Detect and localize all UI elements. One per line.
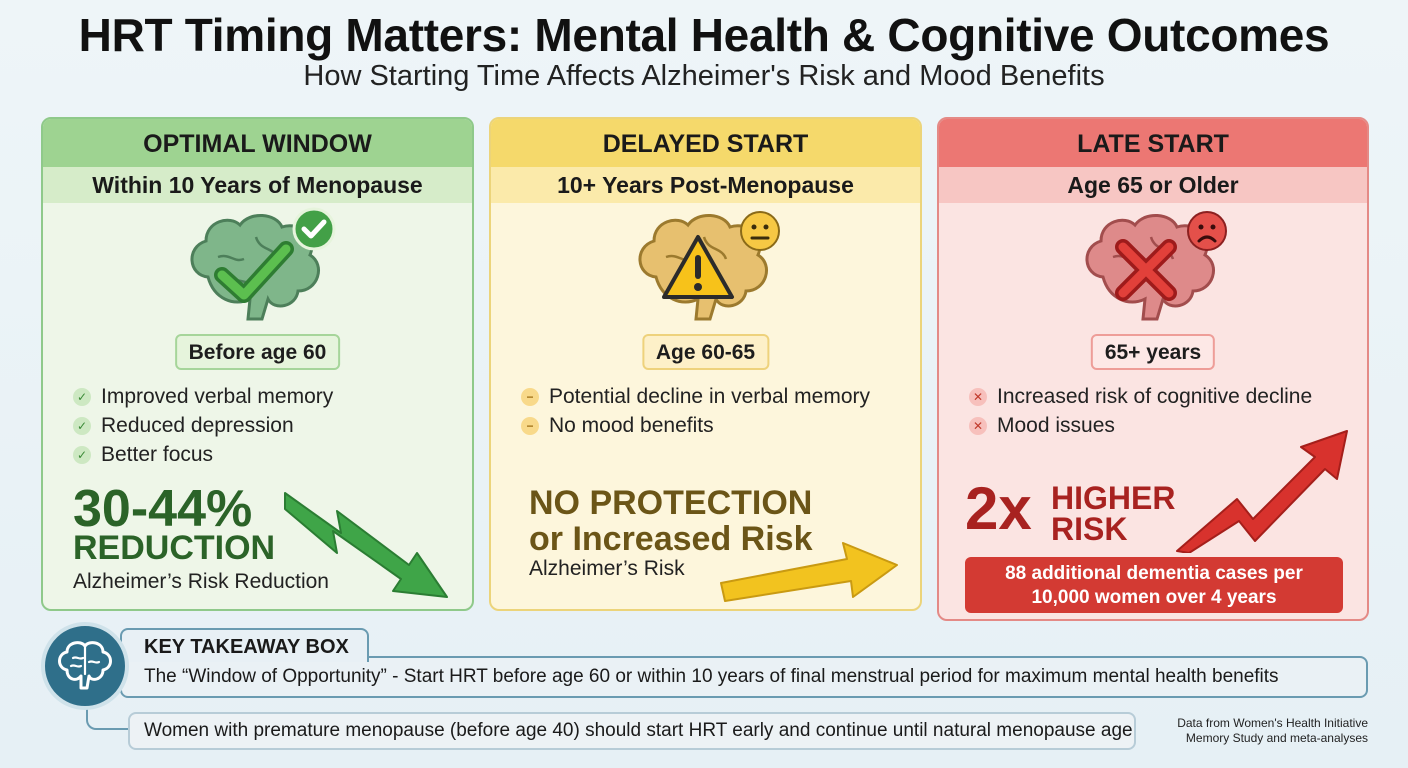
takeaway-connector: [86, 700, 132, 730]
takeaway-main-text: The “Window of Opportunity” - Start HRT …: [120, 656, 1368, 698]
age-badge: Before age 60: [174, 334, 341, 370]
card-heading: OPTIMAL WINDOW: [43, 119, 472, 167]
minus-icon: −: [521, 416, 539, 435]
card-late-start: LATE START Age 65 or Older 65+ years ✕ In…: [937, 117, 1369, 621]
effect-list: − Potential decline in verbal memory − No …: [521, 382, 870, 440]
card-subheading: Within 10 Years of Menopause: [43, 167, 472, 203]
stat-label: or Increased Risk: [529, 520, 813, 558]
trend-up-arrow-icon: [1176, 430, 1348, 553]
dementia-cases-box: 88 additional dementia cases per 10,000 …: [965, 557, 1343, 613]
source-citation: Data from Women's Health Initiative Memo…: [1177, 716, 1368, 745]
card-subheading: 10+ Years Post-Menopause: [491, 167, 920, 203]
stat-label: HIGHER RISK: [1051, 480, 1176, 547]
page-title: HRT Timing Matters: Mental Health & Cogn…: [78, 9, 1330, 61]
stat-multiplier: 2x: [965, 475, 1032, 542]
check-icon: ✓: [73, 387, 91, 406]
card-delayed-start: DELAYED START 10+ Years Post-Menopause A…: [489, 117, 922, 611]
page-subtitle: How Starting Time Affects Alzheimer's Ri…: [303, 60, 1105, 92]
trend-down-arrow-icon: [284, 492, 448, 598]
card-heading: LATE START: [939, 119, 1367, 167]
check-icon: ✓: [73, 445, 91, 464]
x-icon: ✕: [969, 387, 987, 406]
brain-x-icon: [1073, 207, 1233, 332]
minus-icon: −: [521, 387, 539, 406]
trend-up-slight-arrow-icon: [720, 542, 898, 602]
list-item: ✓ Reduced depression: [73, 411, 333, 440]
list-item: ✓ Better focus: [73, 440, 333, 469]
stat-label: REDUCTION: [73, 529, 276, 567]
risk-list: ✕ Increased risk of cognitive decline ✕ Mo…: [969, 382, 1312, 440]
brain-checkmark-icon: [178, 207, 338, 332]
x-icon: ✕: [969, 416, 987, 435]
list-item: − Potential decline in verbal memory: [521, 382, 870, 411]
brain-warning-icon: [626, 207, 786, 332]
age-badge: Age 60-65: [641, 334, 770, 370]
brain-icon: [41, 622, 129, 710]
stat-percentage: 30-44%: [73, 480, 253, 538]
stat-caption: Alzheimer’s Risk: [529, 557, 685, 580]
benefit-list: ✓ Improved verbal memory ✓ Reduced depress…: [73, 382, 333, 469]
card-optimal-window: OPTIMAL WINDOW Within 10 Years of Menopa…: [41, 117, 474, 611]
list-item: ✕ Increased risk of cognitive decline: [969, 382, 1312, 411]
stat-caption: Alzheimer’s Risk Reduction: [73, 570, 329, 593]
check-icon: ✓: [73, 416, 91, 435]
list-item: ✕ Mood issues: [969, 411, 1312, 440]
age-badge: 65+ years: [1090, 334, 1216, 370]
stat-headline: NO PROTECTION: [529, 484, 813, 522]
takeaway-note: Women with premature menopause (before a…: [128, 712, 1136, 750]
card-subheading: Age 65 or Older: [939, 167, 1367, 203]
takeaway-label: KEY TAKEAWAY BOX: [120, 628, 369, 662]
list-item: − No mood benefits: [521, 411, 870, 440]
card-heading: DELAYED START: [491, 119, 920, 167]
list-item: ✓ Improved verbal memory: [73, 382, 333, 411]
